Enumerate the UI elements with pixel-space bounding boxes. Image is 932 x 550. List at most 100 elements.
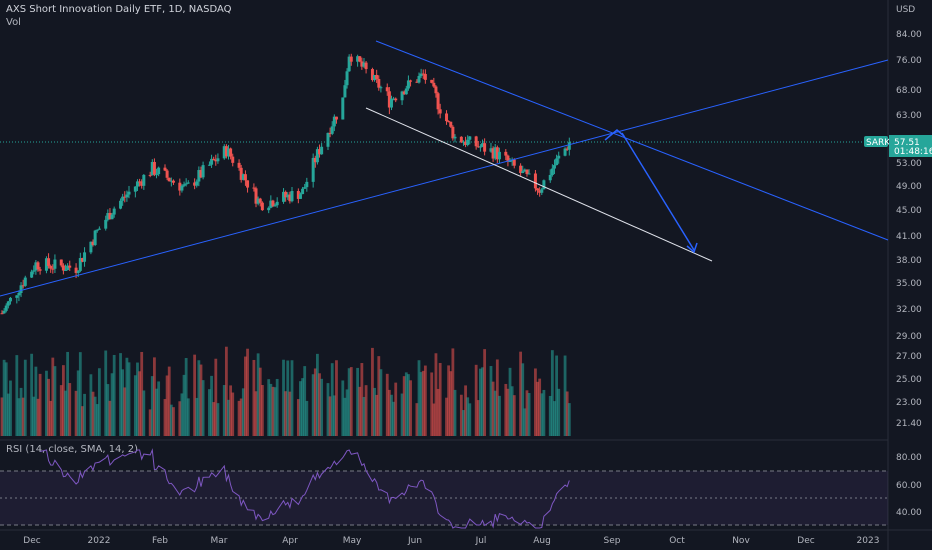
candle-body: [34, 262, 38, 271]
volume-bar: [542, 389, 546, 436]
candle-body: [377, 78, 381, 88]
price-tick-label: 38.00: [896, 256, 922, 266]
volume-bar: [335, 360, 338, 436]
candle-body: [44, 258, 48, 271]
volume-bar: [565, 391, 569, 436]
volume-bar: [9, 380, 12, 436]
volume-bar: [409, 380, 412, 436]
volume-bar: [375, 394, 379, 436]
volume-bar: [362, 396, 366, 436]
falling-trendline[interactable]: [375, 40, 889, 241]
candle-body: [290, 191, 294, 202]
volume-bar: [15, 355, 19, 436]
candle-body: [320, 146, 324, 155]
candle-body: [273, 205, 277, 207]
volume-bar: [498, 395, 501, 436]
volume-bar: [508, 367, 512, 436]
candle-body: [6, 301, 10, 306]
volume-bar: [34, 366, 38, 436]
volume-bar: [506, 388, 510, 436]
candle-body: [565, 148, 569, 150]
candle-body: [523, 169, 527, 172]
candle-body: [150, 161, 154, 176]
candle-body: [459, 136, 463, 143]
time-axis[interactable]: Dec 2022 Feb Mar Apr May Jun Jul Aug Sep Oct Nov Dec…: [23, 536, 879, 546]
rising-trendline[interactable]: [0, 59, 889, 297]
price-tick-label: 84.00: [896, 30, 922, 40]
candle-body: [557, 155, 561, 159]
candle-body: [542, 180, 546, 190]
volume-bar: [267, 379, 271, 436]
price-axis[interactable]: 84.0076.0068.0063.0057.0053.0049.0045.00…: [896, 30, 922, 429]
candle-body: [78, 258, 82, 271]
candle-body: [167, 177, 171, 182]
volume-bar: [106, 384, 110, 436]
volume-bar: [148, 409, 152, 436]
volume-bar: [104, 350, 108, 436]
candle-body: [356, 56, 360, 62]
volume-bar: [150, 376, 154, 436]
volume-bar: [184, 358, 188, 436]
volume-bar: [269, 383, 273, 436]
volume-bar: [525, 390, 529, 436]
volume-bar: [371, 347, 374, 436]
volume-bar: [237, 400, 241, 436]
volume-bar: [451, 348, 455, 436]
rsi-line: [39, 448, 570, 529]
candle-body: [4, 305, 8, 311]
candle-body: [506, 155, 510, 162]
chart-title: AXS Short Innovation Daily ETF, 1D, NASD…: [6, 4, 232, 15]
candle-body: [119, 200, 123, 209]
volume-bar: [478, 368, 482, 436]
candle-body: [362, 62, 366, 67]
volume-bar: [64, 390, 67, 436]
candle-body: [464, 141, 468, 145]
volume-bar: [208, 389, 211, 436]
volume-bar: [23, 359, 27, 436]
volume-bar: [436, 388, 440, 436]
price-tick-label: 27.00: [896, 352, 922, 362]
candle-body: [64, 269, 68, 271]
candle-body: [68, 265, 72, 268]
candle-body: [305, 181, 309, 188]
candle-body: [226, 148, 230, 157]
projection-arrow[interactable]: [621, 132, 695, 251]
candle-body: [328, 132, 332, 134]
candle-body: [508, 161, 512, 163]
volume-bar: [66, 351, 70, 436]
volume-bar: [252, 359, 256, 436]
candle-body: [303, 187, 307, 189]
volume-bar: [142, 390, 146, 436]
volume-bar: [136, 362, 139, 436]
volume-bar: [214, 358, 218, 436]
candle-body: [138, 181, 142, 183]
volume-bar: [313, 368, 317, 436]
candle-body: [125, 194, 129, 198]
channel-support-line[interactable]: [365, 107, 713, 262]
candle-body: [311, 157, 315, 182]
time-tick-label: Nov: [732, 536, 750, 546]
candle-body: [267, 207, 271, 211]
volume-bar: [483, 349, 487, 436]
volume-bar: [464, 385, 467, 436]
volume-bar: [510, 386, 514, 436]
volume-bar: [121, 369, 125, 436]
volume-bar: [68, 383, 72, 436]
candle-body: [449, 121, 453, 127]
volume-bar: [316, 353, 319, 436]
volume-bar: [227, 399, 230, 436]
volume-bar: [195, 397, 199, 436]
candle-body: [296, 191, 300, 199]
candle-body: [347, 56, 351, 72]
price-tick-label: 53.00: [896, 159, 922, 169]
candle-body: [548, 175, 552, 181]
volume-bar: [303, 366, 307, 436]
time-tick-label: 2023: [857, 536, 880, 546]
volume-bar: [379, 369, 383, 436]
volume-bar: [453, 389, 457, 436]
volume-bar: [172, 407, 175, 436]
volume-bar: [447, 365, 451, 436]
time-tick-label: Jun: [407, 536, 422, 546]
volume-bar: [95, 404, 99, 436]
